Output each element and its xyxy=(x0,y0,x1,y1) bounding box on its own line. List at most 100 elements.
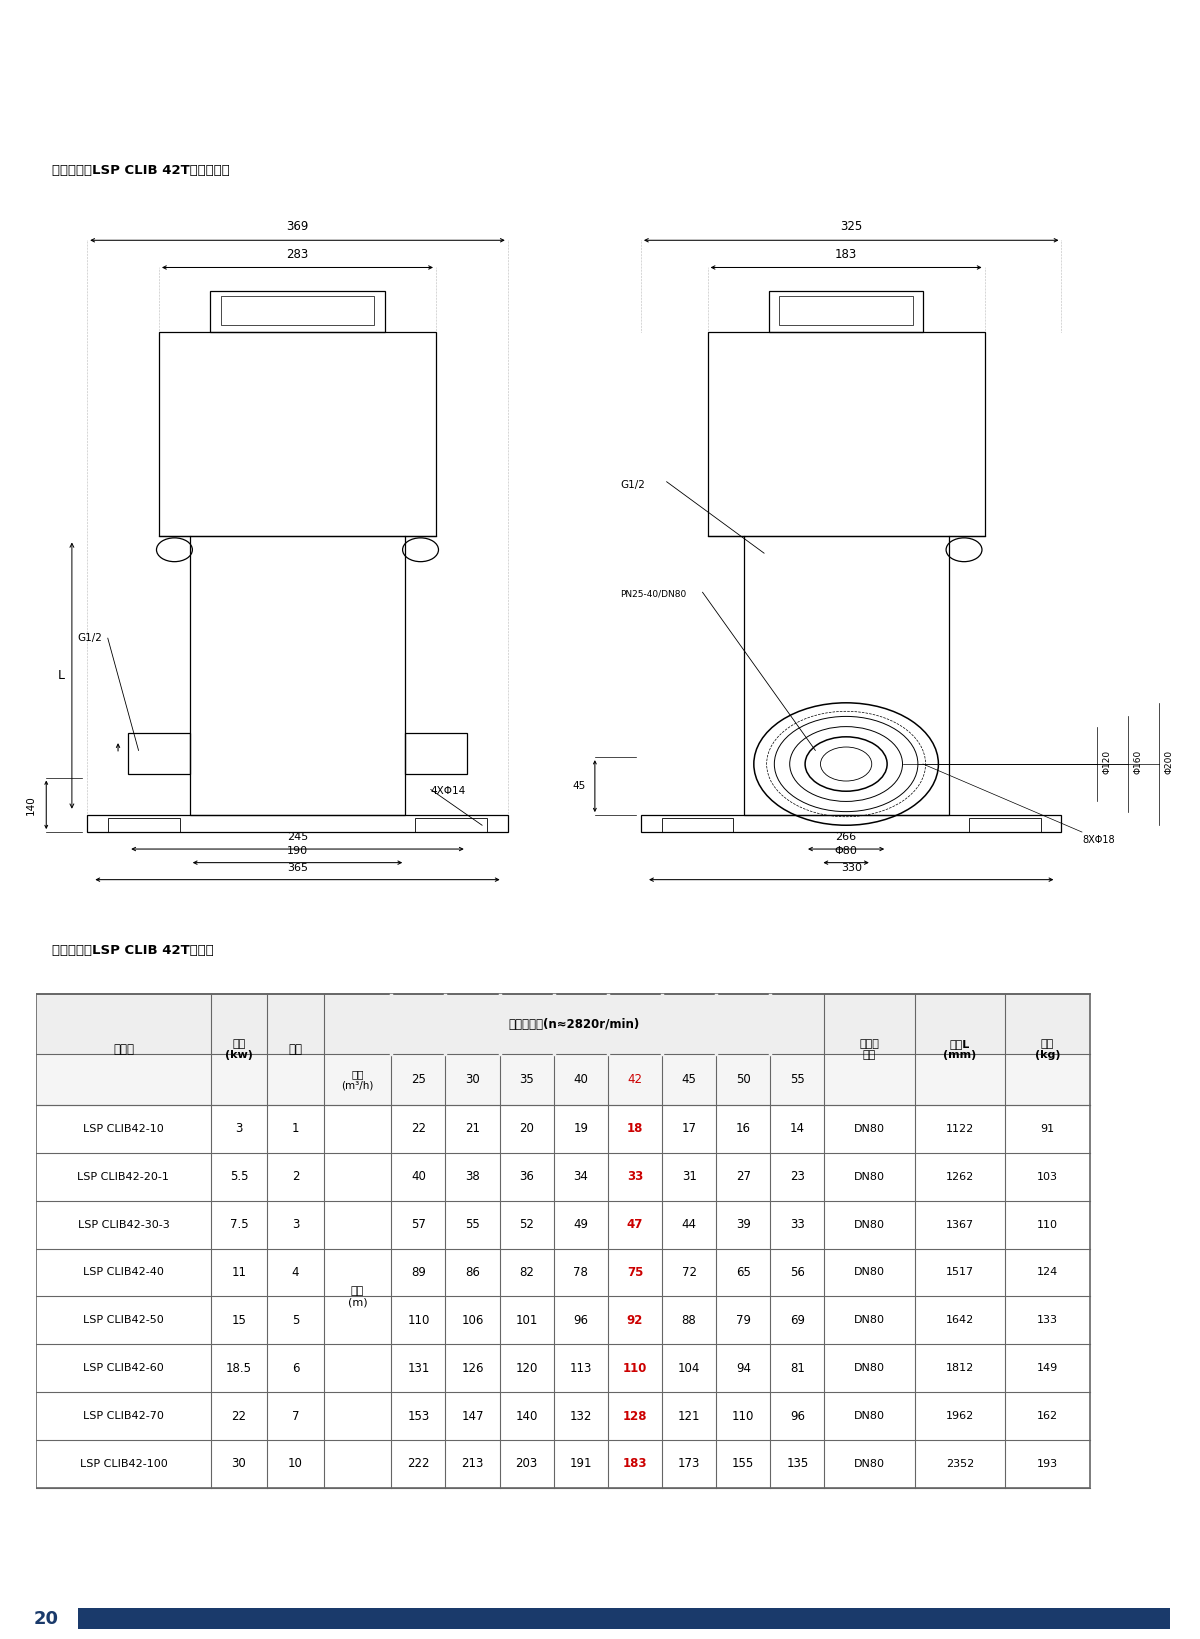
Text: 21: 21 xyxy=(466,1123,480,1136)
Text: 65: 65 xyxy=(736,1265,751,1278)
Text: Φ120: Φ120 xyxy=(1103,751,1111,774)
Text: 36: 36 xyxy=(520,1170,534,1183)
Text: G1/2: G1/2 xyxy=(620,480,646,490)
Text: 183: 183 xyxy=(623,1457,647,1470)
Text: 31: 31 xyxy=(682,1170,696,1183)
Text: G1/2: G1/2 xyxy=(77,633,102,642)
Text: 34: 34 xyxy=(574,1170,588,1183)
Text: 39: 39 xyxy=(736,1218,751,1231)
Text: LSP CLIB42-50: LSP CLIB42-50 xyxy=(83,1316,163,1326)
Text: 30: 30 xyxy=(232,1457,246,1470)
Text: 40: 40 xyxy=(410,1170,426,1183)
Bar xyxy=(88,815,508,833)
Text: 78: 78 xyxy=(574,1265,588,1278)
Text: 23: 23 xyxy=(790,1170,805,1183)
Text: 325: 325 xyxy=(840,221,863,233)
Text: 42: 42 xyxy=(628,1074,642,1087)
Text: 1517: 1517 xyxy=(946,1267,974,1277)
Text: 4: 4 xyxy=(292,1265,299,1278)
Text: DN80: DN80 xyxy=(854,1459,886,1469)
Text: 149: 149 xyxy=(1037,1364,1058,1373)
Text: 重量
(kg): 重量 (kg) xyxy=(1034,1039,1060,1060)
Bar xyxy=(128,733,190,774)
Text: LISHIBA: LISHIBA xyxy=(38,34,175,62)
Text: LSP CLIB42-20-1: LSP CLIB42-20-1 xyxy=(78,1172,169,1182)
Text: 113: 113 xyxy=(570,1362,592,1375)
Text: 82: 82 xyxy=(520,1265,534,1278)
Text: DN80: DN80 xyxy=(854,1219,886,1229)
Text: 25: 25 xyxy=(410,1074,426,1087)
Text: LSP CLIB42-40: LSP CLIB42-40 xyxy=(83,1267,164,1277)
Text: 140: 140 xyxy=(26,795,36,815)
Text: 128: 128 xyxy=(623,1410,647,1423)
Text: 3: 3 xyxy=(292,1218,299,1231)
Text: 4XΦ14: 4XΦ14 xyxy=(431,787,466,797)
Text: 1122: 1122 xyxy=(946,1124,974,1134)
Text: 155: 155 xyxy=(732,1457,755,1470)
Text: DN80: DN80 xyxy=(854,1411,886,1421)
Text: 91: 91 xyxy=(1040,1124,1055,1134)
Text: 110: 110 xyxy=(407,1314,430,1328)
Bar xyxy=(661,818,733,833)
Text: 72: 72 xyxy=(682,1265,697,1278)
Text: 16: 16 xyxy=(736,1123,751,1136)
Text: LSP CLIB42-30-3: LSP CLIB42-30-3 xyxy=(78,1219,169,1229)
Text: 33: 33 xyxy=(790,1218,805,1231)
Text: 147: 147 xyxy=(461,1410,484,1423)
Bar xyxy=(190,536,406,815)
Text: 52: 52 xyxy=(520,1218,534,1231)
Text: 功率
(kw): 功率 (kw) xyxy=(226,1039,253,1060)
Bar xyxy=(415,818,487,833)
Text: 69: 69 xyxy=(790,1314,805,1328)
Text: 泵性能参数(n≈2820r/min): 泵性能参数(n≈2820r/min) xyxy=(509,1018,640,1031)
Text: 泵型号: 泵型号 xyxy=(113,1042,134,1056)
Text: 流量
(m³/h): 流量 (m³/h) xyxy=(341,1069,373,1090)
Text: 智能静音泵LSP CLIB 42T性能表: 智能静音泵LSP CLIB 42T性能表 xyxy=(52,944,214,957)
Text: Φ80: Φ80 xyxy=(835,846,858,856)
Text: 7: 7 xyxy=(292,1410,299,1423)
Text: 2352: 2352 xyxy=(946,1459,974,1469)
Bar xyxy=(36,995,1090,1488)
Text: 135: 135 xyxy=(786,1457,809,1470)
Text: 140: 140 xyxy=(516,1410,538,1423)
Bar xyxy=(769,292,923,333)
Text: 81: 81 xyxy=(790,1362,805,1375)
Text: 1262: 1262 xyxy=(946,1172,974,1182)
Text: DN80: DN80 xyxy=(854,1316,886,1326)
Text: DN80: DN80 xyxy=(854,1124,886,1134)
Text: 245: 245 xyxy=(287,833,308,842)
Text: 94: 94 xyxy=(736,1362,751,1375)
Text: Φ160: Φ160 xyxy=(1133,751,1142,775)
Text: 22: 22 xyxy=(410,1123,426,1136)
Text: 18.5: 18.5 xyxy=(226,1362,252,1375)
Text: 10: 10 xyxy=(288,1457,302,1470)
Text: 2: 2 xyxy=(292,1170,299,1183)
Text: 203: 203 xyxy=(516,1457,538,1470)
Text: 45: 45 xyxy=(572,782,586,792)
Text: 11: 11 xyxy=(232,1265,246,1278)
Text: 8XΦ18: 8XΦ18 xyxy=(1082,836,1115,846)
Text: 89: 89 xyxy=(410,1265,426,1278)
Text: 19: 19 xyxy=(574,1123,588,1136)
Text: 进出水
法兰: 进出水 法兰 xyxy=(859,1039,880,1060)
Text: Φ200: Φ200 xyxy=(1164,751,1174,774)
Text: 1812: 1812 xyxy=(946,1364,974,1373)
Bar xyxy=(36,1054,1090,1105)
Text: DN80: DN80 xyxy=(854,1172,886,1182)
Bar xyxy=(970,818,1040,833)
Text: 57: 57 xyxy=(410,1218,426,1231)
Bar xyxy=(221,297,374,325)
Text: 1962: 1962 xyxy=(946,1411,974,1421)
Text: 131: 131 xyxy=(407,1362,430,1375)
Text: 扬程
(m): 扬程 (m) xyxy=(348,1285,367,1308)
Bar xyxy=(406,733,467,774)
Text: 330: 330 xyxy=(841,862,862,874)
Text: 47: 47 xyxy=(626,1218,643,1231)
Text: 5.5: 5.5 xyxy=(229,1170,248,1183)
Text: 智能静音泵LSP CLIB 42T安装尺寸图: 智能静音泵LSP CLIB 42T安装尺寸图 xyxy=(52,164,229,177)
Bar xyxy=(36,995,1090,1054)
Text: 365: 365 xyxy=(287,862,308,874)
Text: 110: 110 xyxy=(732,1410,755,1423)
Text: 35: 35 xyxy=(520,1074,534,1087)
Text: 33: 33 xyxy=(626,1170,643,1183)
